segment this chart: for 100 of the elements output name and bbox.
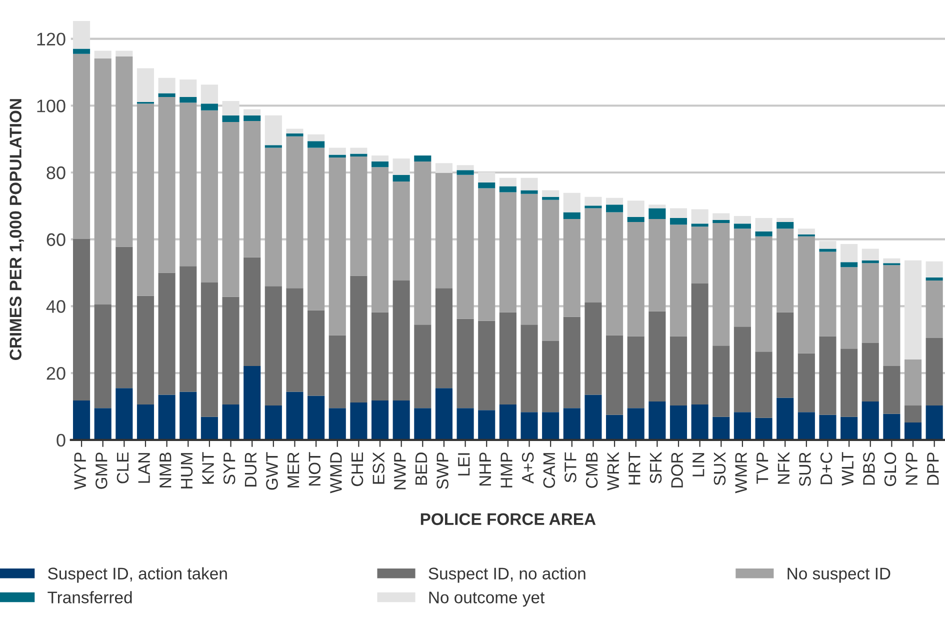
x-tick-label: A+S: [522, 452, 534, 484]
bar: [414, 408, 432, 440]
legend-label: Suspect ID, action taken: [48, 567, 227, 583]
bar: [883, 366, 900, 414]
bar: [222, 296, 240, 404]
bar: [180, 102, 197, 266]
bar: [328, 335, 346, 408]
bar: [350, 156, 368, 276]
bar: [158, 78, 176, 94]
bar: [350, 148, 368, 154]
bar: [734, 326, 751, 412]
bar: [244, 115, 261, 122]
bar: [755, 418, 772, 440]
bar: [627, 216, 644, 222]
bar: [116, 246, 133, 388]
bar: [776, 312, 794, 398]
bar: [350, 154, 368, 156]
bar: [862, 248, 879, 260]
legend-label: No outcome yet: [429, 592, 545, 607]
x-tick-label: WYP: [74, 452, 86, 490]
legend-label: Suspect ID, no action: [428, 567, 586, 583]
bar: [180, 96, 197, 103]
bar: [648, 208, 666, 219]
bar: [222, 115, 240, 122]
bar: [520, 178, 538, 190]
bar: [499, 192, 516, 312]
bar: [904, 359, 922, 406]
x-tick-label: TVP: [756, 452, 768, 484]
x-tick-label: LEI: [458, 453, 470, 476]
x-tick-label: GLO: [884, 452, 896, 486]
bar: [563, 316, 580, 408]
x-tick-label: ESX: [372, 452, 384, 484]
bar: [286, 136, 304, 288]
bar: [926, 261, 943, 278]
bar: [819, 241, 836, 249]
bar: [371, 155, 389, 162]
bar: [180, 266, 197, 392]
x-tick-label: NMB: [160, 452, 172, 488]
bar: [328, 157, 346, 336]
x-tick-label: SFK: [650, 452, 662, 484]
bar: [308, 148, 325, 310]
bar: [755, 231, 772, 236]
bar: [691, 226, 708, 284]
bar: [542, 196, 560, 200]
y-tick-label: 80: [46, 166, 66, 180]
bar: [734, 228, 751, 327]
bar: [819, 336, 836, 415]
bar: [734, 216, 751, 224]
x-tick-label: WMD: [330, 452, 342, 494]
bar: [371, 167, 389, 312]
bar: [798, 228, 815, 234]
bar: [755, 352, 772, 418]
bar: [200, 282, 218, 417]
bar: [308, 134, 325, 142]
bar: [883, 414, 900, 440]
bar: [308, 141, 325, 148]
bar: [456, 170, 474, 175]
bar: [862, 263, 879, 343]
bar: [798, 412, 815, 440]
bar: [435, 172, 453, 288]
x-tick-label: MER: [288, 452, 300, 488]
bar: [520, 194, 538, 325]
y-tick-label: 60: [46, 233, 66, 246]
bar: [563, 212, 580, 219]
bar: [926, 277, 943, 280]
x-tick-label: GMP: [96, 452, 108, 489]
bar: [116, 50, 133, 56]
bar: [264, 148, 282, 286]
bar: [691, 224, 708, 227]
bar: [712, 220, 730, 223]
x-tick-label: DOR: [671, 452, 683, 488]
bar: [691, 209, 708, 224]
bar: [478, 182, 496, 188]
bar: [819, 252, 836, 336]
bar: [862, 401, 879, 440]
bar: [244, 121, 261, 258]
bar: [286, 128, 304, 134]
bar: [819, 414, 836, 440]
bar: [371, 400, 389, 440]
bar: [584, 394, 602, 440]
bar: [158, 96, 176, 273]
bar: [904, 405, 922, 423]
bar: [94, 50, 112, 58]
bar: [392, 158, 410, 175]
bar: [392, 182, 410, 280]
bar: [627, 222, 644, 336]
x-tick-label: LAN: [138, 453, 150, 483]
bar: [478, 320, 496, 410]
bar: [734, 412, 751, 440]
bar: [670, 224, 688, 336]
bar: [158, 93, 176, 97]
x-tick-label: SUR: [799, 452, 811, 486]
bar: [627, 336, 644, 408]
bar: [371, 312, 389, 400]
bar: [798, 353, 815, 412]
bar: [286, 288, 304, 392]
bar: [584, 302, 602, 395]
bar: [734, 224, 751, 229]
y-tick-label: 0: [56, 434, 66, 447]
bar: [648, 218, 666, 312]
